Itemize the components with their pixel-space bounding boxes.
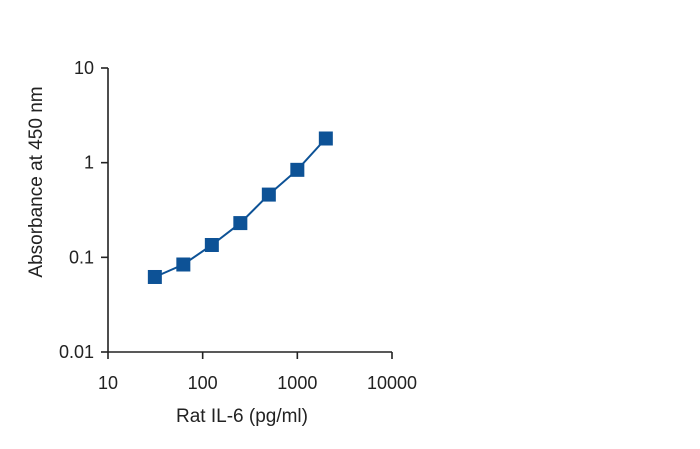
data-point-marker <box>261 187 276 202</box>
data-point-marker <box>290 162 305 177</box>
x-tick-label: 100 <box>188 373 218 393</box>
y-tick-label: 0.01 <box>59 342 94 362</box>
y-tick-label: 1 <box>84 153 94 173</box>
data-point-marker <box>318 131 333 146</box>
data-point-marker <box>233 216 248 231</box>
x-tick-label: 1000 <box>277 373 317 393</box>
data-point-marker <box>147 269 162 284</box>
x-axis-ticks: 10 100 1000 10000 <box>98 352 417 393</box>
y-tick-label: 0.1 <box>69 247 94 267</box>
y-axis-ticks: 0.01 0.1 1 10 <box>59 58 108 362</box>
series-line <box>154 137 327 278</box>
y-axis-label: Absorbance at 450 nm <box>26 86 47 277</box>
data-point-marker <box>204 237 219 252</box>
plot-area <box>147 131 333 284</box>
axes <box>107 68 392 353</box>
x-tick-label: 10 <box>98 373 118 393</box>
data-point-marker <box>176 257 191 272</box>
x-axis-label: Rat IL-6 (pg/ml) <box>176 406 308 427</box>
x-tick-label: 10000 <box>367 373 417 393</box>
y-tick-label: 10 <box>74 58 94 78</box>
